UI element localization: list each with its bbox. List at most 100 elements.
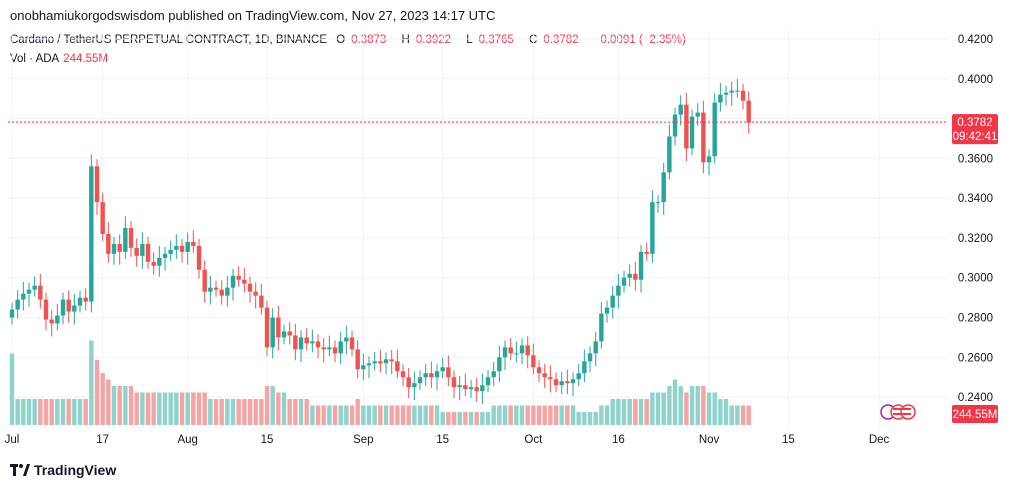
candle-body <box>457 385 462 388</box>
volume-bar <box>627 399 632 425</box>
candle-body <box>689 116 695 149</box>
volume-bar <box>383 405 389 425</box>
tradingview-brand: TradingView <box>34 462 117 478</box>
candle-body <box>718 94 723 103</box>
volume-bar <box>718 399 723 425</box>
volume-bar <box>565 405 570 425</box>
volume-bar <box>378 405 383 425</box>
volume-legend[interactable]: Vol · ADA 244.55M <box>10 53 108 65</box>
candle-body <box>361 365 366 370</box>
volume-bar <box>429 405 434 425</box>
candle-body <box>542 373 547 378</box>
candle-body <box>247 283 253 292</box>
y-tick-label: 0.2400 <box>958 392 993 404</box>
volume-bar <box>174 392 179 425</box>
volume-bar <box>66 399 71 425</box>
candle-body <box>332 347 338 354</box>
candle-body <box>281 331 287 338</box>
x-tick-label: 15 <box>261 434 274 446</box>
volume-bar <box>400 405 406 425</box>
tradingview-footer[interactable]: TradingView <box>10 462 116 478</box>
time-axis[interactable]: Jul 17 Aug 15 Sep 15 Oct 16 Nov 15 Dec <box>5 434 890 446</box>
volume-bar <box>502 405 508 425</box>
candle-body <box>15 299 20 310</box>
x-tick-label: Oct <box>524 434 543 446</box>
y-tick-label: 0.2800 <box>958 313 993 325</box>
volume-bar <box>440 412 445 425</box>
candle-body <box>514 353 519 355</box>
last-price-tag-bg <box>952 114 998 145</box>
volume-bar <box>463 412 468 425</box>
price-axis[interactable]: 0.42000.40000.38000.36000.34000.32000.30… <box>958 34 993 404</box>
volume-bar <box>123 386 128 425</box>
candle-body <box>565 381 570 384</box>
candle-body <box>128 227 134 248</box>
candle-body <box>43 299 49 320</box>
volume-bar <box>83 399 88 425</box>
volume-bar <box>519 405 525 425</box>
candle-body <box>548 377 553 380</box>
candle-body <box>474 387 479 392</box>
volume-bar <box>281 392 287 425</box>
volume-bar <box>593 412 598 425</box>
candle-body <box>678 104 683 115</box>
candle-body <box>400 371 406 378</box>
x-tick-label: 17 <box>96 434 109 446</box>
candle-body <box>55 315 60 324</box>
low-label: L <box>466 34 473 46</box>
volume-bars <box>9 340 751 425</box>
volume-bar <box>689 386 695 425</box>
volume-bar <box>321 405 326 425</box>
volume-bar <box>9 353 15 425</box>
last-price-tag: 0.3782 09:42:41 <box>952 114 998 145</box>
volume-bar <box>372 405 377 425</box>
volume-bar <box>191 392 196 425</box>
candle-body <box>559 381 564 386</box>
volume-bar <box>655 392 661 425</box>
candle-body <box>111 243 117 254</box>
candle-body <box>616 285 621 296</box>
candle-body <box>497 357 502 372</box>
change-value: −0.0091 (−2.35%) <box>593 34 686 46</box>
candle-body <box>508 347 513 354</box>
candle-body <box>219 289 224 296</box>
event-icons[interactable] <box>880 404 916 420</box>
candle-body <box>66 299 71 312</box>
volume-bar <box>457 412 462 425</box>
flag-icon-2[interactable] <box>900 404 916 420</box>
candle-body <box>298 337 304 350</box>
candle-body <box>468 387 474 390</box>
candle-body <box>168 249 173 254</box>
candle-body <box>134 247 139 256</box>
candle-body <box>582 361 587 374</box>
volume-bar <box>264 386 270 425</box>
volume-bar <box>366 405 372 425</box>
candle-body <box>157 257 162 266</box>
candle-body <box>225 287 230 296</box>
candle-body <box>338 341 343 354</box>
candle-body <box>684 104 689 149</box>
volume-bar <box>225 399 230 425</box>
grid <box>8 30 948 430</box>
volume-bar <box>684 392 689 425</box>
candle-body <box>655 202 661 204</box>
candle-body <box>60 299 66 316</box>
candle-body <box>650 202 655 254</box>
candle-body <box>287 331 292 336</box>
symbol-title[interactable]: Cardano / TetherUS PERPETUAL CONTRACT, 1… <box>10 34 327 46</box>
candle-body <box>480 385 485 392</box>
volume-bar <box>145 392 151 425</box>
candle-body <box>179 245 185 252</box>
volume-bar <box>32 399 37 425</box>
volume-bar <box>712 392 717 425</box>
volume-bar <box>480 412 485 425</box>
volume-bar <box>678 386 683 425</box>
candle-body <box>213 287 219 290</box>
volume-bar <box>735 405 740 425</box>
volume-bar <box>128 386 134 425</box>
volume-bar <box>559 405 564 425</box>
candle-body <box>94 166 100 203</box>
volume-bar <box>355 399 360 425</box>
y-tick-label: 0.3000 <box>958 273 993 285</box>
